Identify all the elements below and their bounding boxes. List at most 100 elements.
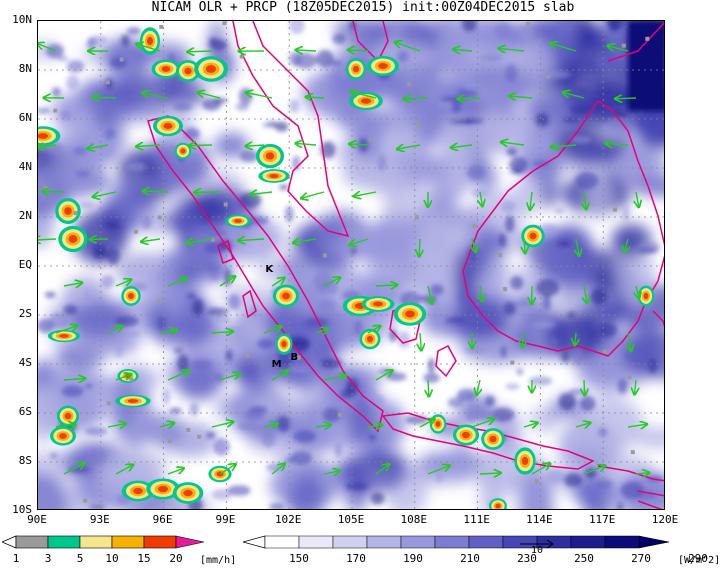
olr-speck: [211, 489, 232, 501]
wind-arrow: [427, 466, 450, 475]
olr-speck: [590, 288, 607, 305]
olr-speck: [638, 241, 661, 254]
lon-label: 105E: [337, 513, 365, 526]
olr-speck: [287, 336, 310, 353]
wind-arrow: [263, 327, 281, 334]
wind-arrow: [246, 145, 265, 146]
olr-bar-segment: [400, 535, 436, 549]
lat-label: 8N: [18, 62, 32, 75]
olr-speck: [331, 60, 342, 67]
olr-tick: 250: [574, 552, 594, 565]
olr-speck: [562, 116, 581, 124]
light-precip-pixel: [167, 439, 172, 444]
wind-arrow: [509, 96, 533, 98]
light-precip-pixel: [414, 215, 419, 220]
olr-speck: [447, 397, 464, 408]
wind-arrow: [306, 97, 325, 98]
light-precip-pixel: [159, 24, 164, 29]
olr-speck: [368, 434, 377, 441]
olr-speck: [66, 74, 80, 91]
coast-east: [637, 310, 664, 509]
olr-speck: [78, 200, 95, 210]
wind-arrow: [454, 49, 473, 51]
wind-arrow: [198, 92, 221, 99]
light-precip-pixel: [133, 229, 138, 234]
olr-blob: [639, 148, 664, 181]
olr-speck: [189, 403, 199, 416]
precip-bar-segment: [79, 535, 113, 549]
wind-arrow: [107, 326, 122, 334]
precip-cell: [115, 394, 151, 408]
olr-speck: [292, 430, 316, 443]
wind-arrow: [141, 239, 161, 242]
olr-speck: [594, 54, 611, 70]
wind-arrow: [583, 466, 605, 475]
light-precip-pixel: [322, 253, 327, 258]
wind-vectors: [38, 42, 649, 474]
precip-cell: [255, 143, 285, 169]
olr-blob: [342, 160, 405, 191]
olr-speck: [563, 252, 584, 258]
olr-bar-segment: [468, 535, 504, 549]
olr-blob: [515, 471, 554, 509]
olr-speck: [84, 383, 94, 389]
olr-speck: [561, 351, 570, 363]
olr-speck: [529, 493, 543, 509]
olr-speck: [595, 480, 613, 489]
light-precip-pixel: [239, 54, 244, 59]
olr-speck: [84, 427, 108, 436]
wind-arrow: [136, 44, 161, 52]
olr-speck: [397, 331, 411, 348]
wind-arrow: [159, 330, 177, 333]
precip-tick: 15: [137, 552, 151, 565]
light-precip-pixel: [534, 479, 539, 484]
olr-speck: [72, 147, 88, 156]
coast-siberut: [242, 289, 257, 319]
lon-label: 90E: [27, 513, 47, 526]
olr-speck: [570, 105, 589, 115]
precip-cell: [349, 91, 383, 111]
olr-speck: [557, 241, 571, 247]
olr-speck: [104, 128, 116, 140]
olr-speck: [287, 366, 310, 373]
wind-arrow: [501, 142, 525, 145]
wind-arrow: [351, 92, 377, 99]
olr-speck: [509, 275, 524, 290]
light-precip-pixel: [546, 74, 551, 79]
olr-speck: [332, 33, 346, 45]
olr-speck: [115, 315, 139, 327]
olr-speck: [455, 86, 468, 104]
olr-speck: [278, 350, 293, 368]
olr-speck: [75, 170, 90, 178]
olr-speck: [494, 23, 512, 40]
olr-speck: [268, 503, 285, 509]
wind-arrow: [499, 48, 525, 51]
wind-arrow: [137, 145, 161, 147]
olr-speck: [501, 200, 516, 213]
olr-speck: [318, 299, 337, 312]
precip-cell: [50, 426, 76, 446]
olr-speck: [516, 368, 524, 376]
wind-arrow: [271, 371, 288, 381]
olr-blob: [348, 402, 377, 441]
wind-arrow: [271, 278, 284, 287]
wind-arrow: [315, 329, 328, 333]
precip-cell: [521, 224, 545, 248]
wind-arrow: [55, 326, 77, 334]
precip-cell: [346, 57, 366, 81]
olr-speck: [513, 299, 536, 308]
coast-malay-peninsula: [232, 21, 350, 238]
olr-speck: [638, 115, 645, 128]
vector-reference: 10: [518, 538, 558, 558]
lon-label: 93E: [89, 513, 110, 526]
olr-speck: [206, 432, 216, 439]
olr-speck: [50, 453, 58, 458]
olr-speck: [294, 267, 310, 282]
olr-speck: [313, 272, 334, 289]
wind-arrow: [584, 285, 587, 303]
olr-speck: [563, 473, 583, 487]
light-precip-pixel: [503, 287, 508, 292]
olr-speck: [67, 467, 90, 473]
olr-speck: [576, 88, 589, 94]
olr-blob: [402, 253, 472, 277]
